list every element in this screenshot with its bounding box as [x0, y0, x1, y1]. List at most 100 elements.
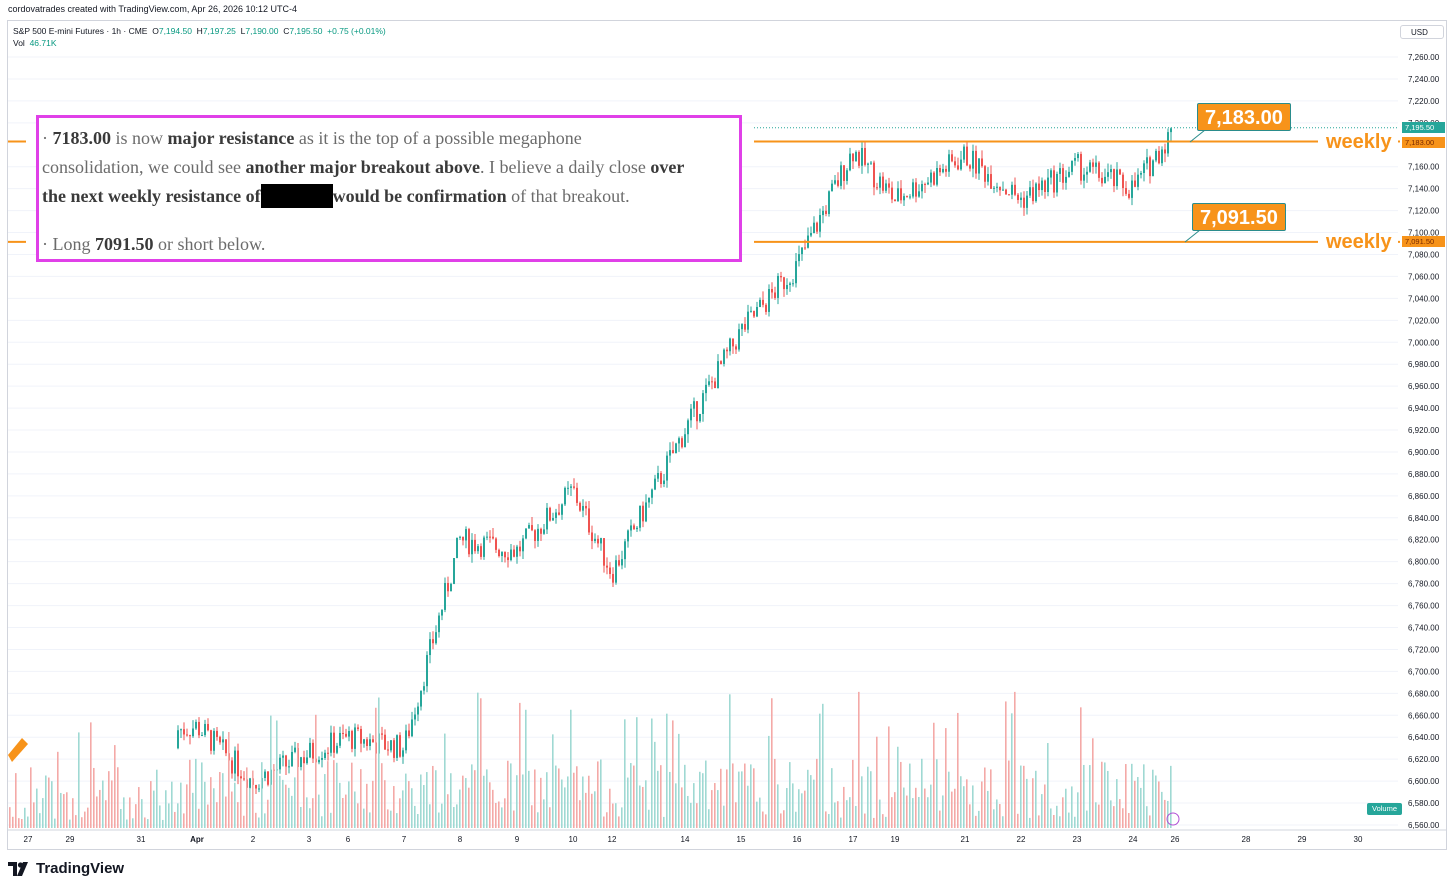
volume-bar [765, 814, 767, 828]
candle-body [492, 536, 494, 539]
candle-body [543, 529, 545, 534]
candle-body [861, 147, 863, 166]
volume-bar [978, 810, 980, 828]
legend-close-label: C [283, 26, 290, 36]
candle-body [606, 565, 608, 568]
candle-body [1035, 183, 1037, 202]
volume-bar [438, 812, 440, 828]
candle-body [177, 730, 179, 749]
volume-bar [996, 799, 998, 828]
chart-attribution: cordovatrades created with TradingView.c… [8, 4, 297, 14]
volume-bar [318, 794, 320, 828]
x-tick-label: 24 [1129, 835, 1138, 844]
candle-body [531, 525, 533, 531]
candle-body [1149, 157, 1151, 177]
candle-body [1023, 197, 1025, 208]
volume-bar [1128, 813, 1130, 828]
candle-body [288, 766, 290, 768]
volume-bar [645, 780, 647, 828]
volume-bar [210, 777, 212, 828]
candle-body [585, 505, 587, 509]
chart-frame[interactable] [7, 20, 1447, 850]
volume-bar [378, 697, 380, 828]
volume-bar [417, 813, 419, 828]
volume-bar [600, 759, 602, 828]
candle-body [294, 747, 296, 752]
tradingview-footer[interactable]: TradingView [8, 860, 124, 877]
candle-body [804, 247, 806, 249]
volume-bar [792, 783, 794, 828]
volume-bar [531, 805, 533, 828]
volume-bar [306, 797, 308, 828]
volume-bar [312, 798, 314, 828]
candle-body [477, 546, 479, 552]
volume-bar [816, 758, 818, 828]
volume-bar [1143, 764, 1145, 828]
candle-body [582, 505, 584, 511]
volume-bar [87, 807, 89, 828]
volume-bar [69, 819, 71, 828]
volume-bar [138, 787, 140, 828]
legend-high-label: H [196, 26, 203, 36]
volume-bar [507, 760, 509, 828]
volume-bar [1083, 764, 1085, 828]
volume-bar [585, 792, 587, 828]
volume-bar [870, 771, 872, 828]
volume-bar [429, 804, 431, 828]
volume-bar [771, 698, 773, 828]
candle-body [381, 733, 383, 735]
candle-body [849, 153, 851, 171]
candle-body [963, 146, 965, 160]
volume-bar [573, 772, 575, 828]
candle-body [831, 183, 833, 192]
candle-body [576, 487, 578, 503]
volume-bar [1140, 787, 1142, 828]
volume-bar [372, 780, 374, 828]
weekly-label-top: weekly [1326, 131, 1392, 153]
volume-bar [453, 807, 455, 828]
resistance-callout[interactable]: 7,183.00 [1197, 103, 1291, 131]
volume-bar [408, 781, 410, 828]
candle-body [480, 546, 482, 557]
volume-bar [360, 769, 362, 828]
volume-bar [444, 733, 446, 828]
volume-bar [912, 798, 914, 828]
candle-body [1104, 176, 1106, 184]
support-callout[interactable]: 7,091.50 [1192, 203, 1286, 231]
volume-bar [474, 770, 476, 828]
candle-body [564, 487, 566, 505]
volume-bar [57, 751, 59, 828]
volume-bar [147, 819, 149, 828]
volume-bar [579, 800, 581, 828]
volume-bar [207, 804, 209, 828]
volume-bar [288, 787, 290, 828]
volume-bar [591, 793, 593, 828]
candle-body [717, 361, 719, 389]
volume-bar [495, 802, 497, 828]
volume-bar [717, 790, 719, 828]
candle-body [399, 735, 401, 757]
volume-bar [156, 769, 158, 828]
volume-bar [576, 766, 578, 828]
currency-selector[interactable]: USD [1400, 25, 1444, 39]
volume-bar [1116, 779, 1118, 828]
candle-body [234, 750, 236, 774]
volume-bar [924, 788, 926, 828]
candle-body [471, 539, 473, 555]
volume-bar [738, 771, 740, 828]
volume-bar [930, 784, 932, 828]
candle-body [822, 210, 824, 216]
volume-bar [597, 761, 599, 828]
annotation-bold: 7091.50 [95, 234, 154, 254]
volume-bar [1029, 817, 1031, 828]
volume-bar [855, 805, 857, 828]
candle-body [192, 728, 194, 737]
candle-body [924, 184, 926, 186]
candle-body [282, 755, 284, 758]
candle-body [285, 755, 287, 767]
y-tick-label: 6,720.00 [1408, 645, 1440, 654]
volume-bar [234, 782, 236, 828]
volume-bar [282, 779, 284, 828]
candle-body [1128, 193, 1130, 198]
candle-body [888, 183, 890, 188]
